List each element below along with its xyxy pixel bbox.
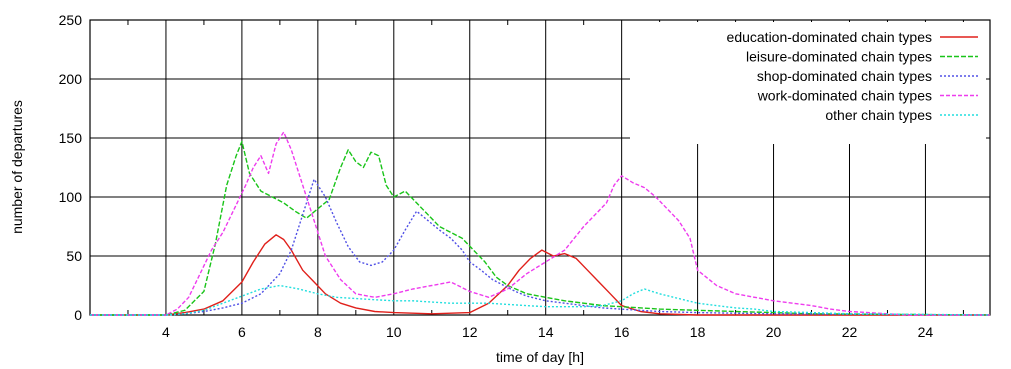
y-axis-ticks: 0 50 100 150 200 250	[59, 12, 83, 323]
series-line-5	[90, 284, 991, 316]
y-tick-label: 50	[66, 248, 82, 264]
x-tick-label: 6	[238, 324, 246, 340]
x-tick-label: 20	[766, 324, 782, 340]
x-tick-label: 8	[314, 324, 322, 340]
y-tick-label: 250	[59, 12, 83, 28]
legend-label-1: education-dominated chain types	[727, 29, 932, 45]
series-line-2	[90, 140, 991, 316]
legend: education-dominated chain types leisure-d…	[630, 22, 986, 144]
x-tick-label: 18	[690, 324, 706, 340]
x-tick-label: 24	[918, 324, 934, 340]
series-line-1	[90, 234, 990, 316]
legend-label-3: shop-dominated chain types	[757, 68, 932, 84]
x-tick-label: 12	[462, 324, 478, 340]
y-axis-title: number of departures	[9, 100, 25, 234]
x-tick-label: 16	[614, 324, 630, 340]
y-tick-label: 0	[74, 307, 82, 323]
y-tick-label: 150	[59, 130, 83, 146]
series-group	[90, 131, 991, 316]
plot-frame	[89, 19, 991, 316]
x-axis-title: time of day [h]	[496, 349, 584, 365]
x-tick-label: 4	[162, 324, 170, 340]
x-tick-label: 10	[386, 324, 402, 340]
legend-label-2: leisure-dominated chain types	[746, 49, 932, 65]
series-line-4	[90, 131, 990, 316]
series-line-3	[90, 178, 991, 316]
x-tick-label: 22	[842, 324, 858, 340]
legend-label-5: other chain types	[825, 107, 932, 123]
legend-background	[630, 22, 986, 144]
y-tick-label: 100	[59, 189, 83, 205]
y-tick-label: 200	[59, 71, 83, 87]
x-tick-label: 14	[538, 324, 554, 340]
legend-label-4: work-dominated chain types	[757, 88, 932, 104]
x-axis-ticks: 4 6 8 10 12 14 16 18 20 22 24	[127, 20, 964, 340]
